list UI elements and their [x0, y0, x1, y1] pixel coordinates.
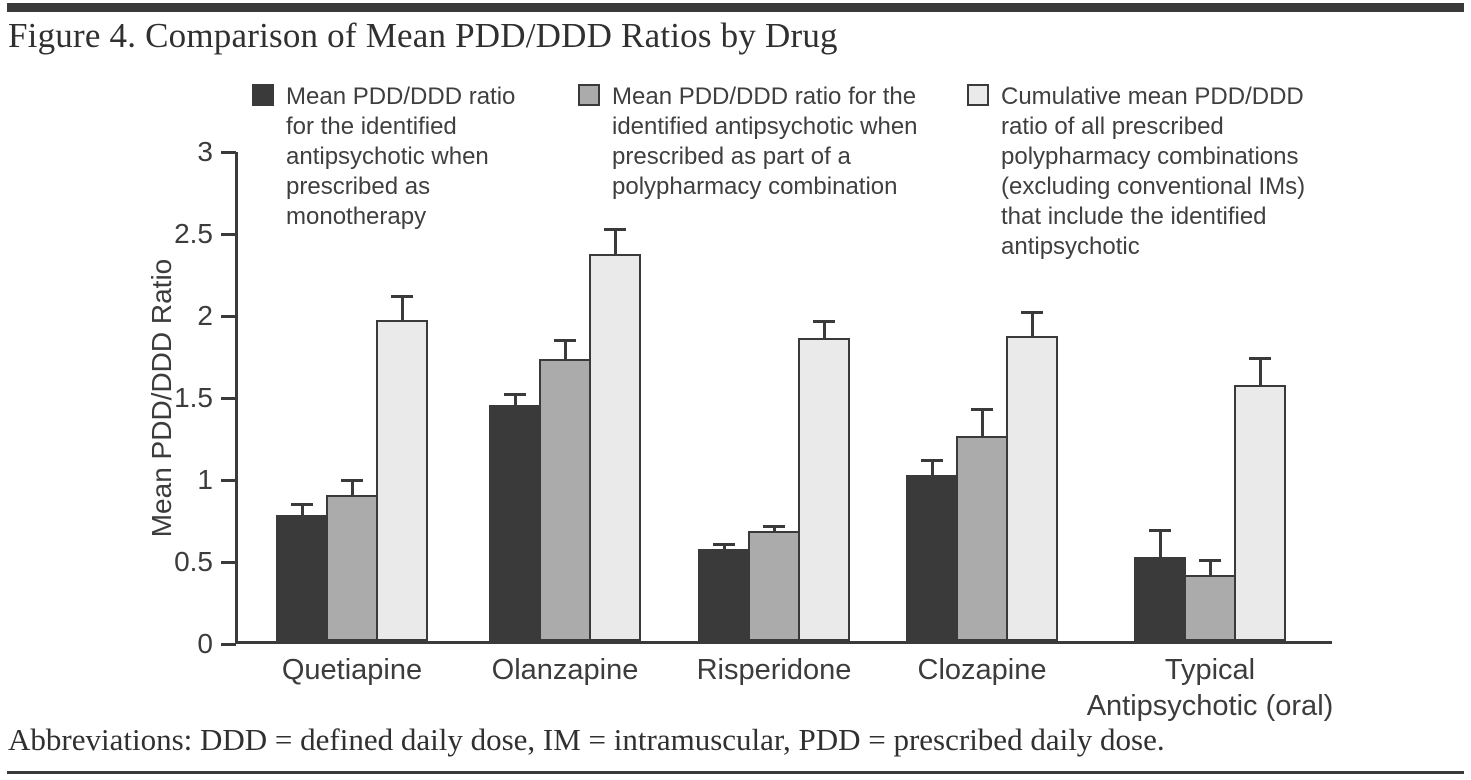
- error-bar-line: [1158, 529, 1162, 558]
- y-axis-tick: [221, 232, 236, 236]
- error-bar-line: [563, 339, 567, 359]
- y-axis-tick-label: 0.5: [174, 546, 213, 577]
- bar-group-clozapine: Clozapine: [906, 152, 1058, 686]
- bar-series-1: [489, 404, 541, 641]
- error-bar-cap: [604, 227, 626, 231]
- error-bar-line: [980, 408, 984, 436]
- bar-series-1: [1134, 557, 1186, 641]
- y-axis-tick: [221, 642, 236, 646]
- y-axis-tick: [221, 560, 236, 564]
- bar-series-3: [376, 319, 428, 641]
- error-bar-line: [613, 227, 617, 254]
- bar-series-2: [539, 358, 591, 641]
- error-bar-line: [772, 524, 776, 532]
- error-bar-cap: [971, 408, 993, 412]
- figure-title: Figure 4. Comparison of Mean PDD/DDD Rat…: [8, 16, 838, 55]
- legend-item-cumulative: Cumulative mean PDD/DDD ratio of all pre…: [967, 82, 1331, 262]
- bottom-border-rule: [7, 771, 1464, 774]
- bar-series-3: [1006, 335, 1058, 641]
- legend-swatch-dark: [252, 84, 274, 106]
- error-bar-cap: [1149, 529, 1171, 533]
- error-bar-cap: [713, 542, 735, 546]
- error-bar-cap: [554, 339, 576, 343]
- y-axis-tick-label: 0: [197, 628, 213, 659]
- legend-item-monotherapy: Mean PDD/DDD ratio for the identified an…: [252, 82, 521, 232]
- error-bar-cap: [1199, 559, 1221, 562]
- error-bar-cap: [763, 524, 785, 528]
- bar-series-2: [1184, 575, 1236, 641]
- y-axis-tick-label: 2.5: [174, 218, 213, 249]
- error-bar-cap: [341, 478, 363, 482]
- legend-label: Mean PDD/DDD ratio for the identified an…: [612, 83, 918, 200]
- bar-series-3: [589, 253, 641, 641]
- bar-series-1: [276, 514, 328, 641]
- error-bar-line: [400, 294, 404, 320]
- bar-group-risperidone: Risperidone: [697, 152, 851, 686]
- legend-swatch-light: [967, 84, 989, 106]
- error-bar-line: [513, 393, 517, 405]
- error-bar-line: [300, 503, 304, 515]
- bar-series-3: [798, 337, 850, 641]
- legend-label: Cumulative mean PDD/DDD ratio of all pre…: [1001, 83, 1306, 260]
- bar-series-1: [698, 549, 750, 641]
- x-axis-category-label: Quetiapine: [281, 654, 423, 686]
- error-bar-line: [350, 478, 354, 496]
- y-axis-tick-label: 3: [197, 136, 213, 167]
- error-bar-line: [1030, 311, 1034, 336]
- error-bar-line: [1258, 357, 1262, 386]
- error-bar-line: [1208, 559, 1212, 576]
- error-bar-line: [822, 319, 826, 338]
- legend-label: Mean PDD/DDD ratio for the identified an…: [286, 83, 516, 230]
- y-axis-tick: [221, 150, 236, 154]
- error-bar-line: [930, 458, 934, 476]
- x-axis-category-label: Risperidone: [696, 654, 852, 686]
- bar-series-1: [906, 475, 958, 641]
- y-axis-tick-label: 1.5: [174, 382, 213, 413]
- y-axis-tick: [221, 396, 236, 400]
- error-bar-line: [722, 542, 726, 550]
- bar-group-typical-antipsychotic-oral-: Typical Antipsychotic (oral): [1087, 152, 1333, 722]
- plot-area: Mean PDD/DDD Ratio 0 0.5 1 1.5 2 2.5 3 Quetiapi…: [146, 136, 1333, 722]
- y-axis-tick-label: 2: [197, 300, 213, 331]
- error-bar-cap: [504, 393, 526, 397]
- bar-series-2: [956, 436, 1008, 641]
- y-axis-tick: [221, 478, 236, 482]
- legend-item-polypharmacy: Mean PDD/DDD ratio for the identified an…: [578, 82, 932, 202]
- bar-series-2: [326, 495, 378, 641]
- error-bar-cap: [291, 503, 313, 507]
- y-axis-tick-label: 1: [197, 464, 213, 495]
- error-bar-cap: [1021, 311, 1043, 315]
- bar-series-3: [1234, 385, 1286, 641]
- legend-swatch-gray: [578, 84, 600, 106]
- bar-group-quetiapine: Quetiapine: [276, 152, 428, 686]
- x-axis-category-label: Clozapine: [917, 654, 1047, 686]
- abbreviations-footnote: Abbreviations: DDD = defined daily dose,…: [8, 722, 1165, 757]
- error-bar-cap: [921, 458, 943, 462]
- bar-group-olanzapine: Olanzapine: [489, 152, 641, 686]
- error-bar-cap: [391, 294, 413, 298]
- x-axis-category-label: Typical Antipsychotic (oral): [1086, 654, 1334, 722]
- error-bar-cap: [1249, 357, 1271, 361]
- error-bar-cap: [813, 319, 835, 323]
- y-axis-tick: [221, 314, 236, 318]
- top-border-rule: [7, 3, 1464, 12]
- bar-series-2: [748, 531, 800, 641]
- x-axis-category-label: Olanzapine: [491, 654, 639, 686]
